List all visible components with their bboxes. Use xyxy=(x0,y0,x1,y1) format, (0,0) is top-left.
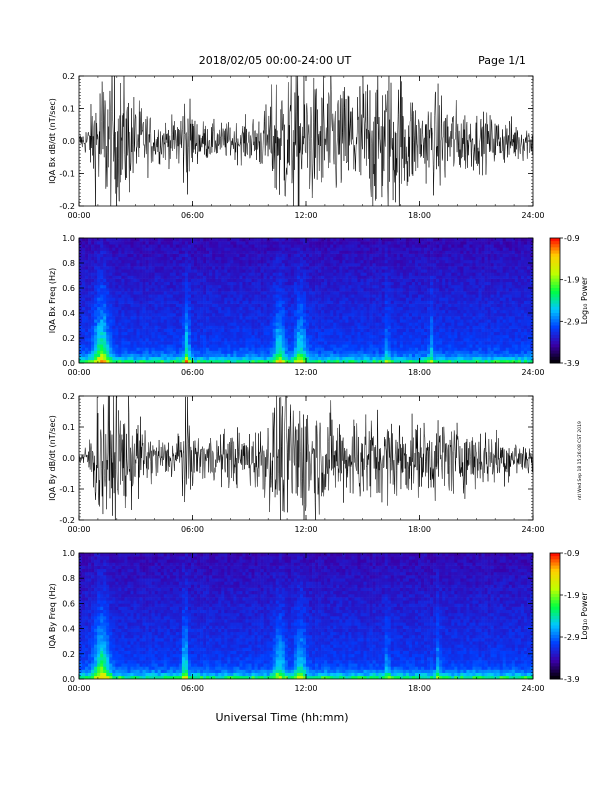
colorbar-title: Log₁₀ Power xyxy=(580,592,589,640)
y-tick-label: 0.1 xyxy=(62,105,75,114)
page-number: Page 1/1 xyxy=(478,54,526,67)
series-line xyxy=(79,76,533,206)
y-tick-label: 0.2 xyxy=(62,392,75,401)
panel-3: 0.2 0.1 0.0 -0.1 -0.200:00 06:00 12:00 18:00 24:… xyxy=(48,392,545,534)
y-tick-label: 0.0 xyxy=(62,137,75,146)
heatmap-cells xyxy=(79,238,533,363)
x-tick-label: 18:00 xyxy=(408,211,431,220)
y-axis-title: IQA By dB/dt (nT/sec) xyxy=(48,415,57,501)
y-tick-label: 1.0 xyxy=(62,549,75,558)
y-tick-label: 0.0 xyxy=(62,675,75,684)
x-tick-label: 18:00 xyxy=(408,525,431,534)
colorbar: -0.9 -1.9 -2.9 -3.9 Log₁₀ Power xyxy=(549,234,589,368)
x-tick-label: 24:00 xyxy=(521,684,544,693)
y-tick-label: 0.1 xyxy=(62,423,75,432)
colorbar-tick-label: -2.9 xyxy=(564,633,580,642)
y-axis-title: IQA Bx dB/dt (nT/sec) xyxy=(48,98,57,184)
colorbar-tick-label: -0.9 xyxy=(564,234,580,243)
x-tick-label: 24:00 xyxy=(521,525,544,534)
colorbar-tick-label: -0.9 xyxy=(564,549,580,558)
panel-1: 0.2 0.1 0.0 -0.1 -0.200:00 06:00 12:00 18:00 24:… xyxy=(48,72,545,220)
y-tick-label: 0.0 xyxy=(62,454,75,463)
x-tick-label: 00:00 xyxy=(67,525,90,534)
side-stamp: ntl Wed Sep 18 15:26:08 CST 2019 xyxy=(577,421,583,500)
y-tick-label: -0.2 xyxy=(59,516,75,525)
panel-2: -0.9 -1.9 -2.9 -3.9 Log₁₀ Power 1.0 0.8 0.6 0.4 0… xyxy=(48,234,589,377)
x-tick-label: 24:00 xyxy=(521,368,544,377)
series-line xyxy=(79,396,533,520)
x-tick-label: 06:00 xyxy=(181,368,204,377)
x-tick-label: 12:00 xyxy=(294,684,317,693)
y-tick-label: -0.1 xyxy=(59,170,75,179)
colorbar-tick-label: -3.9 xyxy=(564,359,580,368)
x-tick-label: 00:00 xyxy=(67,211,90,220)
y-tick-label: 0.4 xyxy=(62,625,75,634)
figure-title: 2018/02/05 00:00-24:00 UT xyxy=(199,54,352,67)
x-tick-label: 18:00 xyxy=(408,368,431,377)
x-tick-label: 06:00 xyxy=(181,684,204,693)
x-tick-label: 00:00 xyxy=(67,368,90,377)
x-tick-label: 00:00 xyxy=(67,684,90,693)
x-tick-label: 18:00 xyxy=(408,684,431,693)
colorbar-tick-label: -1.9 xyxy=(564,591,580,600)
panel-4: -0.9 -1.9 -2.9 -3.9 Log₁₀ Power 1.0 0.8 0.6 0.4 0… xyxy=(48,549,589,693)
panels: 0.20.10.0-0.1-0.200:00 06:00 12:00 18:00 24:… xyxy=(48,72,589,693)
x-axis-title: Universal Time (hh:mm) xyxy=(216,711,349,724)
y-tick-label: 0.4 xyxy=(62,309,75,318)
y-tick-label: 0.8 xyxy=(62,259,75,268)
y-tick-label: 0.2 xyxy=(62,650,75,659)
x-tick-label: 12:00 xyxy=(294,525,317,534)
y-axis-title: IQA By Freq (Hz) xyxy=(48,583,57,649)
x-tick-label: 06:00 xyxy=(181,525,204,534)
y-tick-label: 0.2 xyxy=(62,334,75,343)
x-tick-label: 12:00 xyxy=(294,368,317,377)
y-tick-label: 1.0 xyxy=(62,234,75,243)
colorbar-tick-label: -1.9 xyxy=(564,276,580,285)
colorbar: -0.9 -1.9 -2.9 -3.9 Log₁₀ Power xyxy=(549,549,589,684)
x-tick-label: 24:00 xyxy=(521,211,544,220)
colorbar-title: Log₁₀ Power xyxy=(580,276,589,324)
y-tick-label: -0.2 xyxy=(59,202,75,211)
colorbar-tick-label: -3.9 xyxy=(564,675,580,684)
colorbar-tick-label: -2.9 xyxy=(564,317,580,326)
y-axis-title: IQA Bx Freq (Hz) xyxy=(48,268,57,334)
heatmap-cells xyxy=(79,553,533,679)
y-tick-label: 0.2 xyxy=(62,72,75,81)
y-tick-label: 0.0 xyxy=(62,359,75,368)
y-tick-label: 0.6 xyxy=(62,284,75,293)
y-tick-label: 0.6 xyxy=(62,599,75,608)
y-tick-label: 0.8 xyxy=(62,574,75,583)
x-tick-label: 12:00 xyxy=(294,211,317,220)
y-tick-label: -0.1 xyxy=(59,485,75,494)
x-tick-label: 06:00 xyxy=(181,211,204,220)
